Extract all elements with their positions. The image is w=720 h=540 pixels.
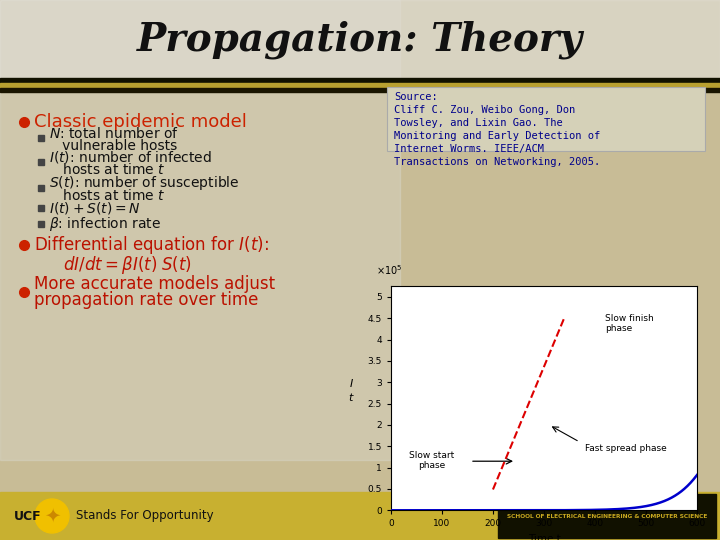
Text: Slow start
phase: Slow start phase	[409, 450, 454, 470]
Bar	[0, 492, 720, 540]
Bar	[498, 494, 716, 538]
Text: Propagation: Theory: Propagation: Theory	[137, 21, 583, 59]
Text: Classic epidemic model: Classic epidemic model	[34, 113, 247, 131]
Text: $I(t)$: number of infected: $I(t)$: number of infected	[49, 149, 212, 165]
Text: Stands For Opportunity: Stands For Opportunity	[76, 510, 214, 523]
Text: ✦: ✦	[44, 507, 60, 525]
Text: Differential equation for $I(t)$:: Differential equation for $I(t)$:	[34, 234, 269, 256]
Text: Fast spread phase: Fast spread phase	[585, 444, 667, 453]
Text: hosts at time $t$: hosts at time $t$	[49, 188, 166, 204]
Bar	[38, 221, 44, 227]
Bar	[0, 78, 720, 83]
Bar	[0, 83, 720, 88]
Bar	[0, 88, 720, 92]
Text: $dI/dt = \beta I(t)\;S(t)$: $dI/dt = \beta I(t)\;S(t)$	[63, 254, 192, 276]
Text: UCF: UCF	[14, 510, 42, 523]
Bar	[0, 0, 400, 460]
Text: SCHOOL OF ELECTRICAL ENGINEERING & COMPUTER SCIENCE: SCHOOL OF ELECTRICAL ENGINEERING & COMPU…	[507, 514, 707, 518]
Bar	[0, 0, 720, 80]
Text: Slow finish
phase: Slow finish phase	[606, 314, 654, 333]
Text: vulnerable hosts: vulnerable hosts	[49, 139, 177, 153]
Text: $S(t)$: number of susceptible: $S(t)$: number of susceptible	[49, 174, 240, 192]
Circle shape	[35, 499, 69, 533]
Text: $N$: total number of: $N$: total number of	[49, 125, 179, 140]
Text: Source:
Cliff C. Zou, Weibo Gong, Don
Towsley, and Lixin Gao. The
Monitoring and: Source: Cliff C. Zou, Weibo Gong, Don To…	[394, 92, 600, 167]
Bar	[38, 185, 44, 191]
Text: $\times 10^5$: $\times 10^5$	[376, 264, 402, 277]
Y-axis label: $I$
$t$: $I$ $t$	[348, 377, 354, 403]
Text: propagation rate over time: propagation rate over time	[34, 291, 258, 309]
Text: hosts at time $t$: hosts at time $t$	[49, 163, 166, 178]
Text: $\beta$: infection rate: $\beta$: infection rate	[49, 215, 161, 233]
Text: $I(t) + S(t) = N$: $I(t) + S(t) = N$	[49, 200, 140, 216]
X-axis label: Time t: Time t	[528, 534, 560, 540]
Bar	[38, 135, 44, 141]
Text: More accurate models adjust: More accurate models adjust	[34, 275, 275, 293]
FancyBboxPatch shape	[387, 87, 705, 151]
Bar	[38, 159, 44, 165]
Bar	[38, 205, 44, 211]
